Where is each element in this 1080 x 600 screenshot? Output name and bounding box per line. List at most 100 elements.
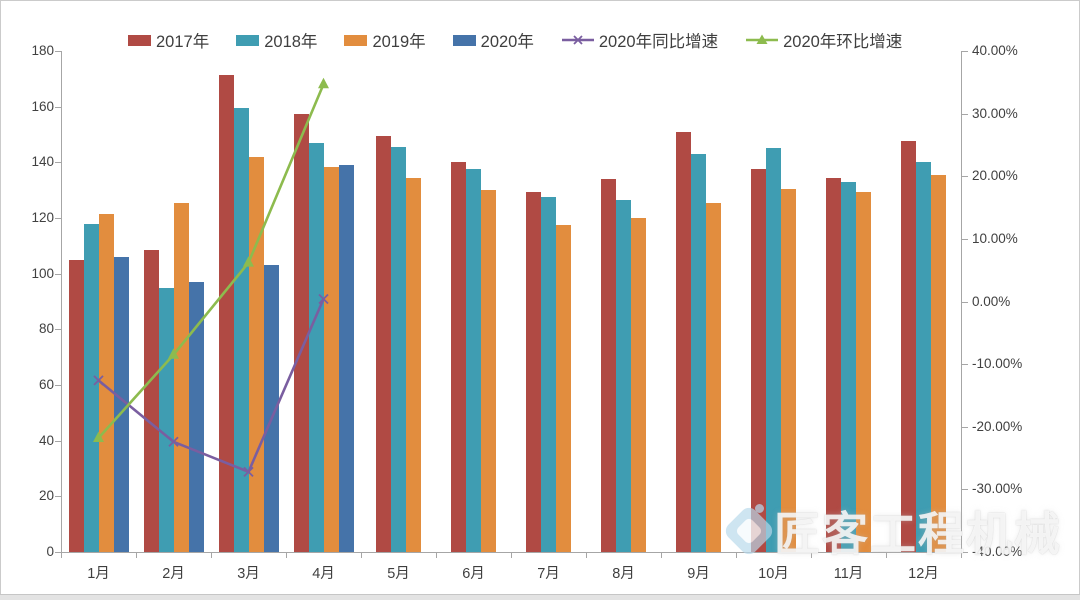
right-axis-label: -20.00% — [972, 418, 1023, 434]
x-axis-label: 4月 — [312, 566, 335, 582]
x-axis-label: 6月 — [462, 566, 485, 582]
bar-2020年-2月 — [188, 282, 204, 552]
left-axis-label: 40 — [38, 432, 54, 448]
bar-2020年-1月 — [113, 256, 129, 552]
right-axis-label: 0.00% — [972, 293, 1011, 309]
left-axis-label: 0 — [46, 544, 54, 559]
legend-item-2020年同比增速: 2020年同比增速 — [561, 28, 718, 52]
bar-2019年-12月 — [931, 174, 946, 552]
x-axis-tick — [436, 553, 437, 558]
x-axis-tick — [586, 553, 587, 558]
bar-2017年-3月 — [218, 74, 234, 552]
x-axis-label: 11月 — [833, 566, 864, 582]
x-axis-tick — [61, 553, 62, 558]
legend-item-2017年: 2017年 — [128, 28, 209, 52]
right-axis-label: 30.00% — [972, 105, 1018, 121]
left-axis-tick — [55, 51, 61, 52]
legend-label: 2018年 — [264, 33, 318, 51]
left-axis-label: 100 — [31, 265, 54, 281]
right-axis-tick — [962, 426, 968, 428]
right-axis-label: 40.00% — [972, 43, 1018, 58]
right-axis — [961, 51, 962, 553]
bar-2017年-8月 — [601, 179, 616, 552]
right-axis-label: -30.00% — [972, 481, 1023, 497]
right-axis-tick — [962, 238, 968, 240]
x-axis-label: 3月 — [237, 566, 260, 582]
bar-2018年-12月 — [916, 162, 931, 552]
line-2020年环比增速 — [97, 83, 325, 439]
bar-2018年-10月 — [766, 148, 781, 552]
right-axis-tick — [962, 301, 968, 303]
window-bottom-edge — [0, 594, 1080, 600]
bar-2018年-7月 — [541, 197, 556, 552]
legend-swatch-icon — [452, 34, 476, 46]
legend-swatch-icon — [344, 34, 368, 46]
left-axis-tick — [55, 162, 61, 164]
right-axis-label: 10.00% — [972, 230, 1018, 246]
x-axis-tick — [811, 553, 812, 558]
x-axis-tick — [286, 553, 287, 558]
left-axis-label: 140 — [31, 154, 54, 170]
x-axis-tick — [736, 553, 737, 558]
x-axis-label: 1月 — [87, 566, 110, 582]
left-axis-tick — [55, 385, 61, 386]
right-axis-tick — [962, 176, 968, 178]
x-axis-tick — [361, 553, 362, 558]
bar-2017年-4月 — [293, 113, 309, 552]
bar-2018年-1月 — [83, 223, 99, 552]
chart-legend: 2017年 2018年 2019年 2020年 2020年同比增速 2020年环比增速 — [128, 27, 902, 53]
left-axis-tick — [55, 106, 61, 108]
right-axis-label: -40.00% — [972, 544, 1023, 559]
x-axis-tick — [511, 553, 512, 558]
left-axis-tick — [55, 496, 61, 498]
legend-item-2020年: 2020年 — [452, 28, 534, 52]
bar-2019年-4月 — [323, 166, 339, 552]
left-axis-label: 60 — [38, 377, 54, 392]
bar-2019年-9月 — [706, 202, 721, 552]
bar-2019年-1月 — [98, 213, 114, 552]
left-axis-tick — [55, 329, 61, 331]
x-axis-tick — [211, 553, 212, 558]
bar-2017年-7月 — [526, 191, 541, 552]
legend-line-marker-icon — [746, 34, 779, 44]
right-axis-tick — [962, 489, 968, 491]
bar-2019年-7月 — [556, 224, 571, 552]
x-axis-label: 9月 — [687, 566, 710, 582]
bar-2018年-5月 — [391, 147, 406, 552]
right-axis-tick — [962, 552, 968, 553]
right-axis-tick — [962, 113, 968, 115]
bar-2017年-9月 — [676, 131, 691, 552]
x-axis-tick — [886, 553, 887, 558]
bar-2017年-5月 — [376, 135, 391, 552]
left-axis-label: 180 — [31, 43, 54, 58]
bar-2020年-4月 — [338, 165, 354, 552]
bar-2018年-6月 — [466, 169, 481, 552]
bar-2018年-3月 — [233, 108, 249, 552]
bar-2019年-3月 — [248, 156, 264, 552]
left-axis — [61, 51, 62, 553]
left-axis-label: 20 — [38, 488, 54, 504]
bar-2019年-11月 — [856, 191, 871, 552]
x-axis-label: 5月 — [387, 566, 410, 582]
bar-2019年-5月 — [406, 177, 421, 552]
bar-2017年-11月 — [826, 177, 841, 552]
x-axis — [61, 552, 962, 553]
bar-2018年-9月 — [691, 153, 706, 552]
left-axis-tick — [55, 440, 61, 442]
left-axis-tick — [55, 218, 61, 219]
bar-2020年-3月 — [263, 265, 279, 552]
bar-2018年-4月 — [308, 142, 324, 552]
triangle-marker-icon — [318, 77, 329, 89]
legend-label: 2020年 — [480, 33, 534, 51]
right-axis-tick — [962, 364, 968, 366]
bar-2017年-6月 — [451, 162, 466, 552]
bar-2018年-11月 — [841, 181, 856, 552]
right-axis-label: 20.00% — [972, 168, 1018, 184]
right-axis-label: -10.00% — [972, 356, 1023, 372]
bar-2018年-8月 — [616, 199, 631, 552]
bar-2019年-10月 — [781, 188, 796, 552]
legend-label: 2020年环比增速 — [783, 33, 903, 51]
legend-item-2020年环比增速: 2020年环比增速 — [745, 28, 902, 52]
left-axis-label: 120 — [31, 210, 54, 225]
